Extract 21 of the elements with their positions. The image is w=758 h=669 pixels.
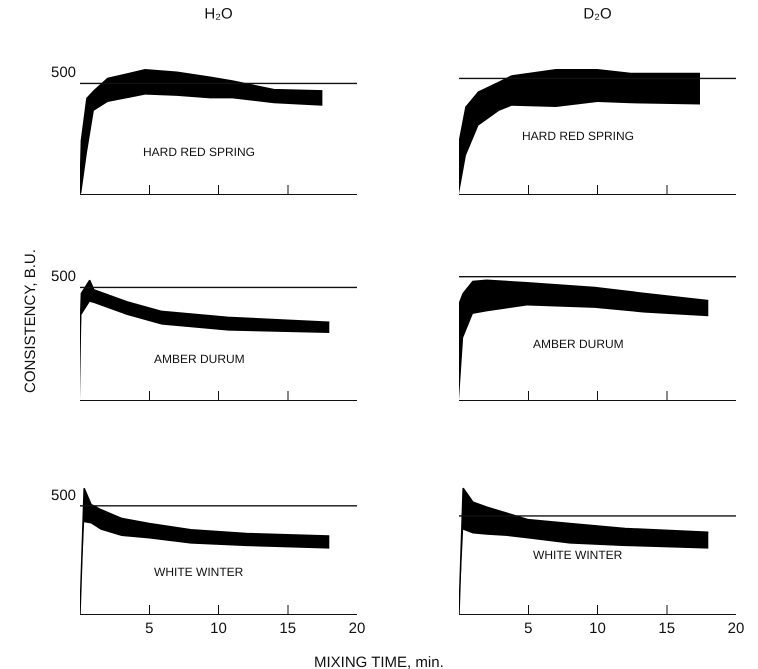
x-tick-label: 10 [589,620,606,638]
x-tick-label: 5 [145,620,154,638]
annotation: 500 [51,268,76,285]
x-tick-label: 20 [728,620,744,638]
x-tick-label: 5 [524,620,532,638]
annotation: AMBER DURUM [154,352,245,366]
annotation: HARD RED SPRING [143,145,256,159]
y-axis-title: CONSISTENCY, B.U. [22,249,39,393]
annotation: 500 [51,487,76,504]
x-tick-label: 15 [658,620,676,638]
annotation: HARD RED SPRING [522,129,634,143]
annotation: AMBER DURUM [533,337,624,351]
x-axis-title: MIXING TIME, min. [314,654,444,669]
chart-title: D₂O [583,6,612,22]
annotation: WHITE WINTER [533,548,623,562]
x-tick-label: 20 [348,620,366,638]
chart-title: H₂O [204,6,233,22]
annotation: 500 [51,64,76,81]
annotation: WHITE WINTER [154,565,244,579]
x-tick-label: 15 [279,620,296,638]
x-tick-label: 10 [210,620,227,638]
